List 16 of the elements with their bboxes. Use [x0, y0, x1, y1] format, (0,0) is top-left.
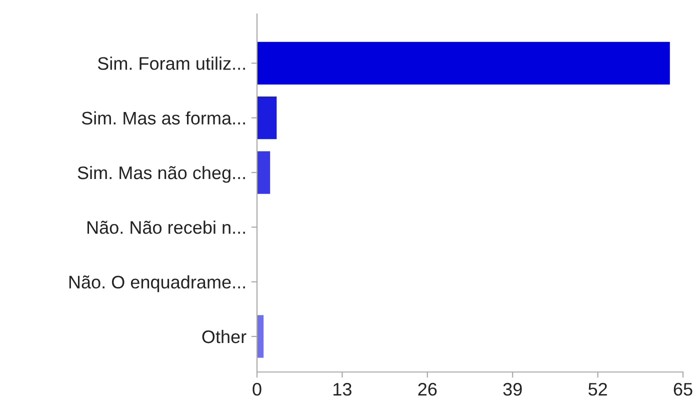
y-tick-label: Não. Não recebi n...: [87, 220, 245, 234]
x-tick-label: 0: [252, 382, 262, 396]
bar: [257, 96, 277, 140]
y-tick-label: Sim. Foram utiliz...: [98, 56, 245, 70]
y-tick-label: Não. O enquadrame...: [69, 275, 245, 292]
y-tick-label: Other: [202, 330, 246, 344]
y-tick-label: Sim. Mas não cheg...: [78, 166, 245, 183]
bar: [257, 315, 264, 358]
bar: [257, 151, 270, 194]
x-tick-label: 52: [588, 382, 607, 396]
y-tick-label: Sim. Mas as forma...: [82, 111, 245, 125]
x-tick-label: 65: [674, 382, 692, 396]
x-tick-label: 39: [503, 382, 522, 396]
bar: [257, 42, 670, 85]
x-tick-label: 13: [334, 382, 352, 396]
x-tick-label: 26: [418, 382, 437, 396]
